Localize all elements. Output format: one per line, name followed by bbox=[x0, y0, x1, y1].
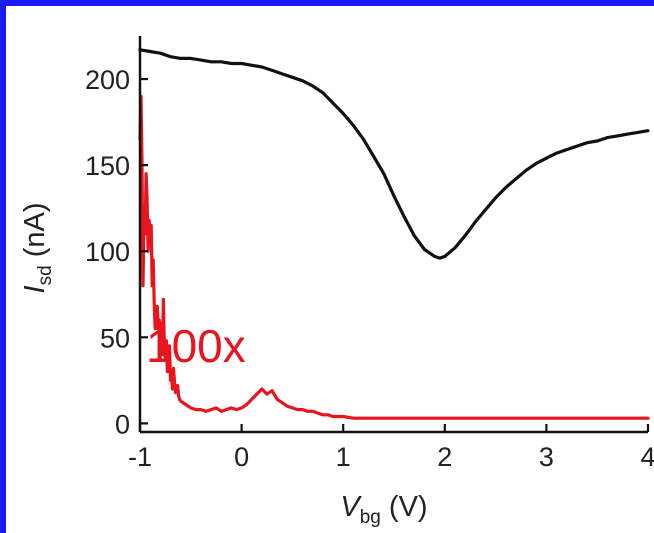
x-tick-label: 3 bbox=[539, 442, 554, 472]
y-axis-label-sub: sd bbox=[35, 265, 56, 285]
annotation-100x: 100x bbox=[146, 320, 246, 372]
y-tick-label: 150 bbox=[85, 151, 130, 181]
x-tick-label: 1 bbox=[336, 442, 351, 472]
y-tick-label: 50 bbox=[100, 323, 130, 353]
y-tick-label: 200 bbox=[85, 65, 130, 95]
axes-layer bbox=[138, 36, 650, 434]
x-axis-label-sub: bg bbox=[360, 507, 381, 528]
x-tick-label: 0 bbox=[234, 442, 249, 472]
y-axis-label-unit: (nA) bbox=[19, 203, 51, 266]
x-tick-label: -1 bbox=[128, 442, 152, 472]
x-tick-label: 4 bbox=[640, 442, 654, 472]
y-axis-label: Isd (nA) bbox=[19, 203, 56, 294]
series-layer bbox=[138, 48, 650, 420]
y-tick-label: 0 bbox=[115, 409, 130, 439]
series-line-0 bbox=[138, 48, 650, 260]
x-tick-label: 2 bbox=[437, 442, 452, 472]
y-axis-label-main: I bbox=[19, 285, 51, 293]
x-axis-label-unit: (V) bbox=[381, 491, 428, 523]
x-axis-label: Vbg (V) bbox=[340, 491, 427, 528]
series-line-1 bbox=[138, 94, 650, 420]
y-tick-label: 100 bbox=[85, 237, 130, 267]
x-axis-label-main: V bbox=[340, 491, 362, 523]
